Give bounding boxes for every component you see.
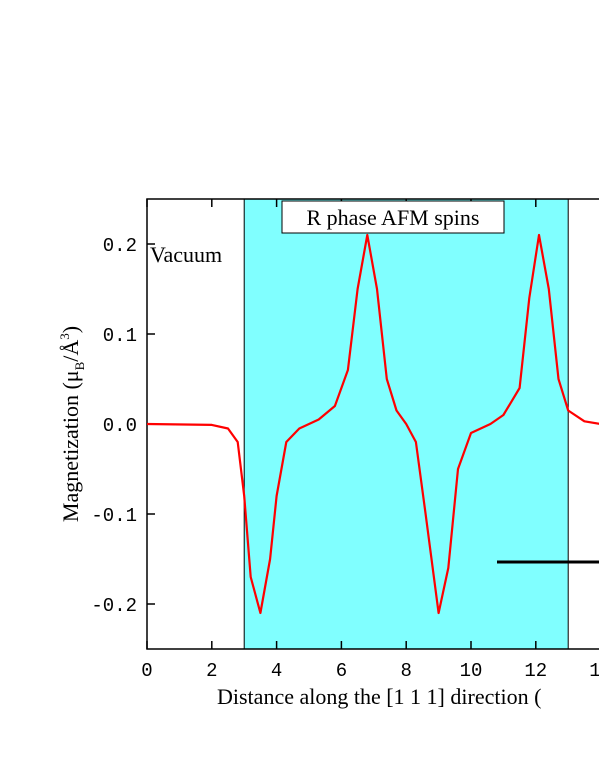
x-axis-label: Distance along the [1 1 1] direction ( [217, 684, 541, 709]
x-tick-label: 0 [141, 660, 152, 682]
y-tick-label: 0.0 [103, 415, 137, 437]
x-tick-label: 10 [460, 660, 483, 682]
y-tick-label: -0.2 [91, 595, 137, 617]
x-tick-label: 12 [524, 660, 547, 682]
data-line [146, 233, 599, 615]
x-tick-label: 4 [271, 660, 282, 682]
y-tick-label: 0.1 [103, 325, 137, 347]
x-tick-label: 6 [336, 660, 347, 682]
annotation-box [281, 200, 505, 234]
y-axis-label: Magnetization (μB/Å3) [57, 326, 87, 522]
y-tick-label: -0.1 [91, 505, 137, 527]
x-tick-label: 8 [400, 660, 411, 682]
y-tick-label: 0.2 [103, 235, 137, 257]
annotation: R phase AFM spins [307, 205, 480, 230]
x-tick-label: 14 [589, 660, 599, 682]
annotation: Vacuum [150, 242, 222, 267]
x-tick-label: 2 [206, 660, 217, 682]
